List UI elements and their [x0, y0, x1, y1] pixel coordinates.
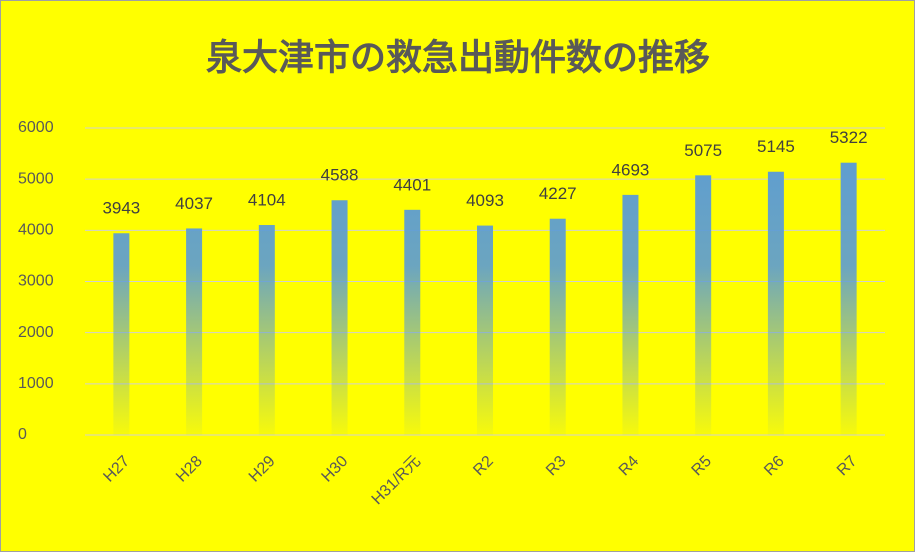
bar	[331, 200, 348, 435]
value-label: 4093	[466, 191, 504, 210]
bar	[622, 194, 639, 435]
bar	[549, 218, 566, 435]
bar	[477, 225, 493, 435]
bar	[840, 162, 857, 436]
y-tick-label: 1000	[18, 375, 54, 392]
y-tick-label: 0	[18, 426, 27, 443]
bar	[113, 233, 130, 435]
value-label: 5075	[684, 141, 722, 160]
bar	[186, 228, 203, 435]
y-tick-label: 4000	[18, 222, 54, 239]
value-label: 3943	[102, 199, 140, 218]
y-tick-label: 6000	[18, 119, 54, 136]
value-label: 4037	[175, 194, 213, 213]
y-tick-label: 5000	[18, 170, 54, 187]
chart-title: 泉大津市の救急出動件数の推移	[206, 37, 710, 78]
value-label: 4401	[393, 175, 431, 194]
value-label: 4693	[612, 160, 650, 179]
bar	[767, 171, 784, 435]
bar	[404, 209, 421, 435]
value-label: 4104	[248, 190, 286, 209]
value-label: 5322	[830, 128, 868, 147]
value-label: 4588	[321, 166, 359, 185]
bar	[695, 175, 712, 435]
value-label: 4227	[539, 184, 577, 203]
bar	[258, 225, 275, 435]
y-tick-label: 3000	[18, 273, 54, 290]
value-label: 5145	[757, 137, 795, 156]
y-tick-label: 2000	[18, 324, 54, 341]
